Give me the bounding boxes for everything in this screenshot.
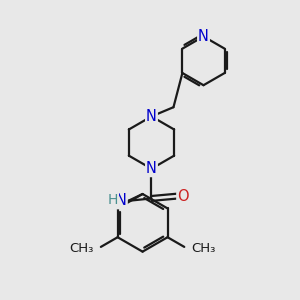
Text: H: H <box>108 193 118 207</box>
Text: O: O <box>177 189 189 204</box>
Text: N: N <box>146 161 157 176</box>
Text: N: N <box>116 193 127 208</box>
Text: N: N <box>146 109 157 124</box>
Text: CH₃: CH₃ <box>191 242 216 255</box>
Text: N: N <box>198 29 209 44</box>
Text: CH₃: CH₃ <box>69 242 94 255</box>
